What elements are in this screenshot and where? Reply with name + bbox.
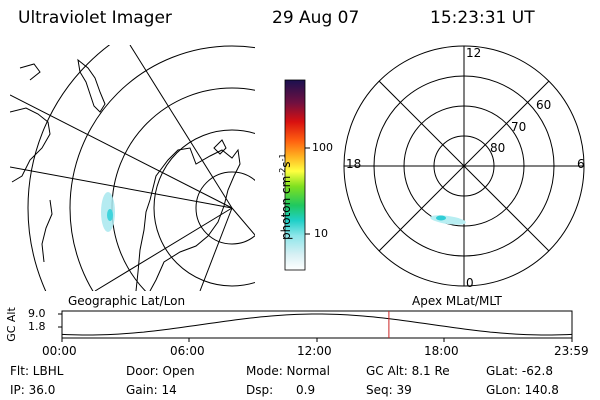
coastline bbox=[213, 139, 227, 155]
right-panel-caption: Apex MLat/MLT bbox=[412, 294, 502, 308]
coastline bbox=[10, 107, 51, 183]
time-label: 15:23:31 UT bbox=[430, 8, 535, 28]
coastline bbox=[135, 199, 151, 291]
latitude-circle bbox=[27, 45, 111, 291]
timeline-xtick-1: 06:00 bbox=[170, 344, 205, 358]
aurora-emission-left bbox=[101, 192, 115, 232]
timeline-xtick-2: 12:00 bbox=[297, 344, 332, 358]
colorbar bbox=[284, 79, 306, 271]
timeline-xtick-0: 00:00 bbox=[42, 344, 77, 358]
longitude-line bbox=[199, 207, 233, 291]
timeline-ticks bbox=[58, 313, 573, 342]
longitude-line bbox=[10, 166, 233, 209]
mlt-label-12: 12 bbox=[466, 46, 482, 60]
colorbar-tick-10: 10 bbox=[314, 227, 328, 240]
coastline bbox=[19, 63, 41, 81]
status-gc-alt: GC Alt: 8.1 Re bbox=[366, 364, 450, 378]
status-glat: GLat: -62.8 bbox=[486, 364, 553, 378]
status-mode: Mode: Normal bbox=[246, 364, 330, 378]
status-gain: Gain: 14 bbox=[126, 383, 177, 397]
longitude-line bbox=[231, 207, 255, 236]
mlat-label-80: 80 bbox=[490, 141, 506, 155]
status-dsp: Dsp: 0.9 bbox=[246, 383, 316, 397]
coastline bbox=[149, 147, 241, 291]
aurora-emission-right bbox=[430, 215, 466, 225]
longitude-line bbox=[10, 94, 233, 209]
mlt-line bbox=[369, 71, 559, 261]
timeline-xtick-3: 18:00 bbox=[424, 344, 459, 358]
status-filter: Flt: LBHL bbox=[10, 364, 64, 378]
mlt-label-18: 18 bbox=[346, 157, 362, 171]
timeline-ylabel: GC Alt bbox=[4, 307, 18, 342]
status-glon: GLon: 140.8 bbox=[486, 383, 559, 397]
latitude-circle bbox=[195, 171, 255, 245]
timeline-frame bbox=[61, 310, 573, 339]
mlat-label-60: 60 bbox=[536, 98, 552, 112]
polar-grid bbox=[343, 45, 585, 287]
left-panel-caption: Geographic Lat/Lon bbox=[68, 294, 186, 308]
status-door: Door: Open bbox=[126, 364, 195, 378]
timeline-ytick-top: 9.0 bbox=[28, 307, 46, 320]
timeline-ytick-bottom: 1.8 bbox=[28, 320, 46, 333]
longitude-line bbox=[129, 45, 233, 209]
colorbar-tick-100: 100 bbox=[312, 141, 333, 154]
latitude-circle bbox=[69, 45, 255, 291]
mlat-label-70: 70 bbox=[511, 120, 527, 134]
colorbar-unit-label: photon cm-2s-1 bbox=[278, 153, 293, 240]
mlt-label-0: 0 bbox=[466, 276, 474, 290]
timeline-xtick-4: 23:59 bbox=[554, 344, 589, 358]
geographic-map bbox=[10, 45, 255, 291]
longitude-line bbox=[94, 207, 233, 291]
latitude-circle bbox=[153, 129, 255, 287]
coastline bbox=[77, 58, 106, 113]
status-ip: IP: 36.0 bbox=[10, 383, 56, 397]
coastline bbox=[41, 199, 53, 263]
altitude-curve bbox=[61, 313, 573, 336]
mlt-label-6: 6 bbox=[577, 157, 585, 171]
status-seq: Seq: 39 bbox=[366, 383, 412, 397]
date-label: 29 Aug 07 bbox=[272, 8, 360, 28]
instrument-title: Ultraviolet Imager bbox=[18, 8, 172, 28]
